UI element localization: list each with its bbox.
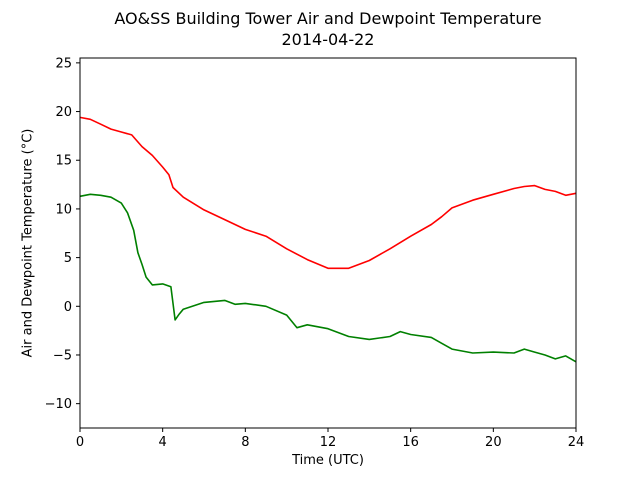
axes-layer: 0 4 8 12 16 20 24 −10 −5 0 5 10 15 20 25	[45, 56, 585, 450]
x-tick-label: 20	[485, 435, 502, 450]
x-tick-label: 12	[320, 435, 337, 450]
y-tick-label: −10	[45, 397, 72, 412]
chart-title: AO&SS Building Tower Air and Dewpoint Te…	[114, 9, 542, 28]
y-tick-label: 20	[55, 105, 72, 120]
x-axis-label: Time (UTC)	[292, 453, 364, 468]
plot-frame	[79, 57, 577, 429]
x-tick-label: 4	[159, 435, 167, 450]
x-tick-label: 8	[241, 435, 249, 450]
x-tick-label: 24	[568, 435, 585, 450]
y-tick-label: 25	[55, 56, 72, 71]
chart-subtitle: 2014-04-22	[281, 30, 375, 49]
y-tick-label: −5	[53, 348, 72, 363]
y-tick-label: 0	[64, 300, 72, 315]
y-tick-label: 10	[55, 202, 72, 217]
y-tick-label: 5	[64, 251, 72, 266]
x-tick-label: 0	[76, 435, 84, 450]
y-tick-label: 15	[55, 154, 72, 169]
dewpoint-temperature-line	[79, 193, 577, 363]
x-tick-label: 16	[402, 435, 419, 450]
series-layer	[79, 116, 577, 363]
air-temperature-line	[79, 116, 577, 270]
y-axis-label: Air and Dewpoint Temperature (°C)	[20, 128, 36, 358]
